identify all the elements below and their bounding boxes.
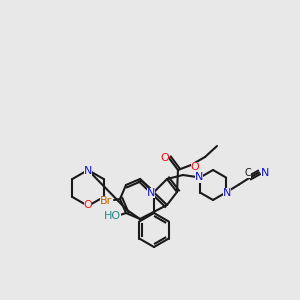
Text: N: N (195, 172, 203, 182)
Text: HO: HO (103, 211, 121, 221)
Text: O: O (160, 153, 169, 163)
Text: O: O (84, 200, 92, 210)
Text: N: N (147, 188, 155, 198)
Text: C: C (244, 167, 251, 178)
Text: N: N (261, 167, 269, 178)
Text: N: N (223, 188, 231, 197)
Text: Br: Br (100, 196, 112, 206)
Text: N: N (84, 166, 92, 176)
Text: O: O (190, 162, 200, 172)
